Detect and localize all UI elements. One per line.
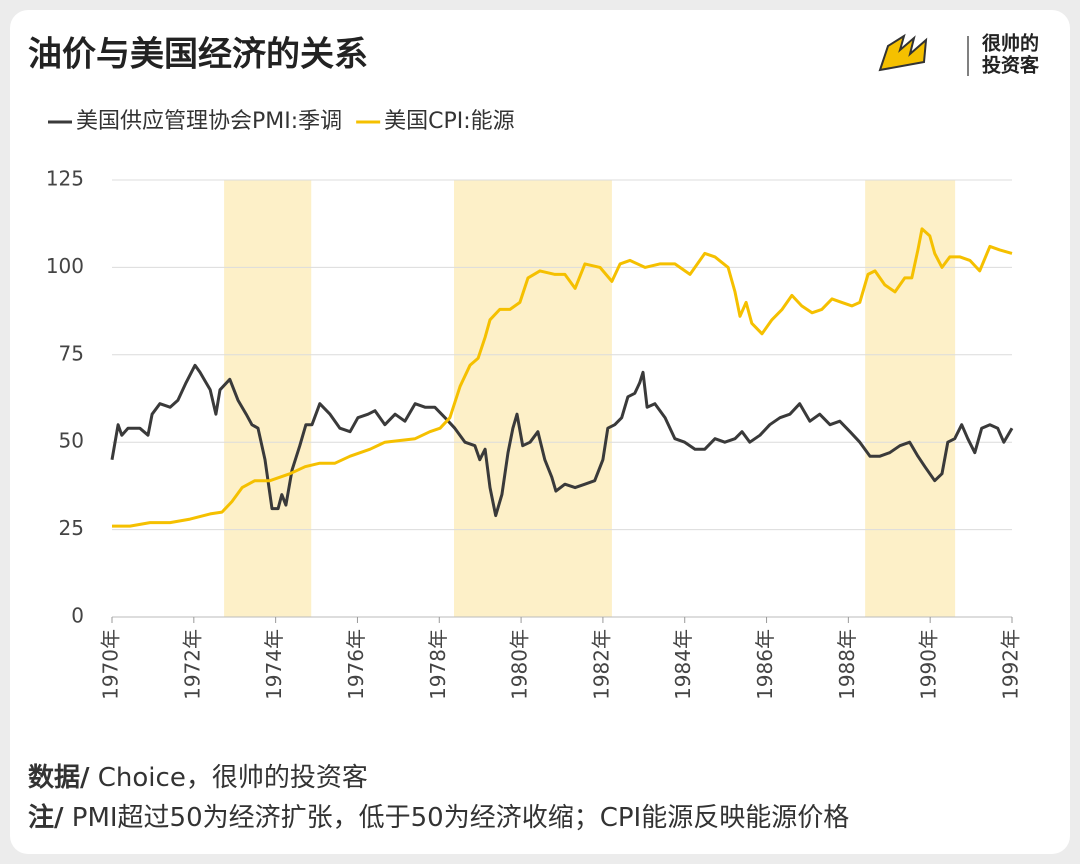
- highlight-band: [454, 180, 612, 617]
- brand-line: 投资客: [982, 54, 1040, 77]
- logo: 很帅的 投资客: [878, 32, 1040, 77]
- y-tick-label: 50: [59, 429, 84, 453]
- y-tick-label: 100: [46, 254, 84, 278]
- x-tick-label: 1984年: [671, 629, 695, 700]
- legend-label: 美国CPI:能源: [384, 109, 515, 134]
- x-tick-label: 1988年: [835, 629, 859, 700]
- note-label: 注/: [28, 802, 64, 833]
- y-tick-label: 125: [46, 167, 84, 191]
- note-label: 数据/: [28, 763, 90, 793]
- highlight-band: [865, 180, 956, 617]
- note: 注/ PMI超过50为经济扩张，低于50为经济收缩；CPI能源反映能源价格: [28, 802, 849, 833]
- x-tick-label: 1974年: [262, 629, 286, 700]
- x-tick-label: 1980年: [508, 629, 532, 700]
- y-tick-label: 0: [71, 604, 84, 628]
- note: 数据/ Choice，很帅的投资客: [28, 763, 368, 793]
- x-tick-label: 1972年: [180, 629, 204, 700]
- x-tick-label: 1992年: [999, 629, 1023, 700]
- brand-line: 很帅的: [982, 32, 1039, 55]
- x-tick-label: 1990年: [917, 629, 941, 700]
- legend-label: 美国供应管理协会PMI:季调: [76, 109, 342, 134]
- note-text: PMI超过50为经济扩张，低于50为经济收缩；CPI能源反映能源价格: [64, 803, 850, 833]
- plot-area: [110, 179, 1014, 623]
- note-text: Choice，很帅的投资客: [90, 763, 368, 793]
- x-tick-label: 1978年: [426, 629, 450, 700]
- y-tick-label: 75: [59, 341, 84, 365]
- x-tick-label: 1986年: [753, 629, 777, 700]
- x-tick-label: 1976年: [344, 629, 368, 700]
- series-line: [110, 363, 1014, 518]
- y-tick-label: 25: [59, 516, 84, 540]
- series-line: [112, 227, 1013, 528]
- logo-icon: [878, 33, 928, 72]
- legend: 美国供应管理协会PMI:季调 美国CPI:能源: [48, 109, 515, 134]
- x-tick-label: 1970年: [99, 629, 123, 700]
- x-tick-label: 1982年: [589, 629, 613, 700]
- chart-title: 油价与美国经济的关系: [28, 35, 368, 75]
